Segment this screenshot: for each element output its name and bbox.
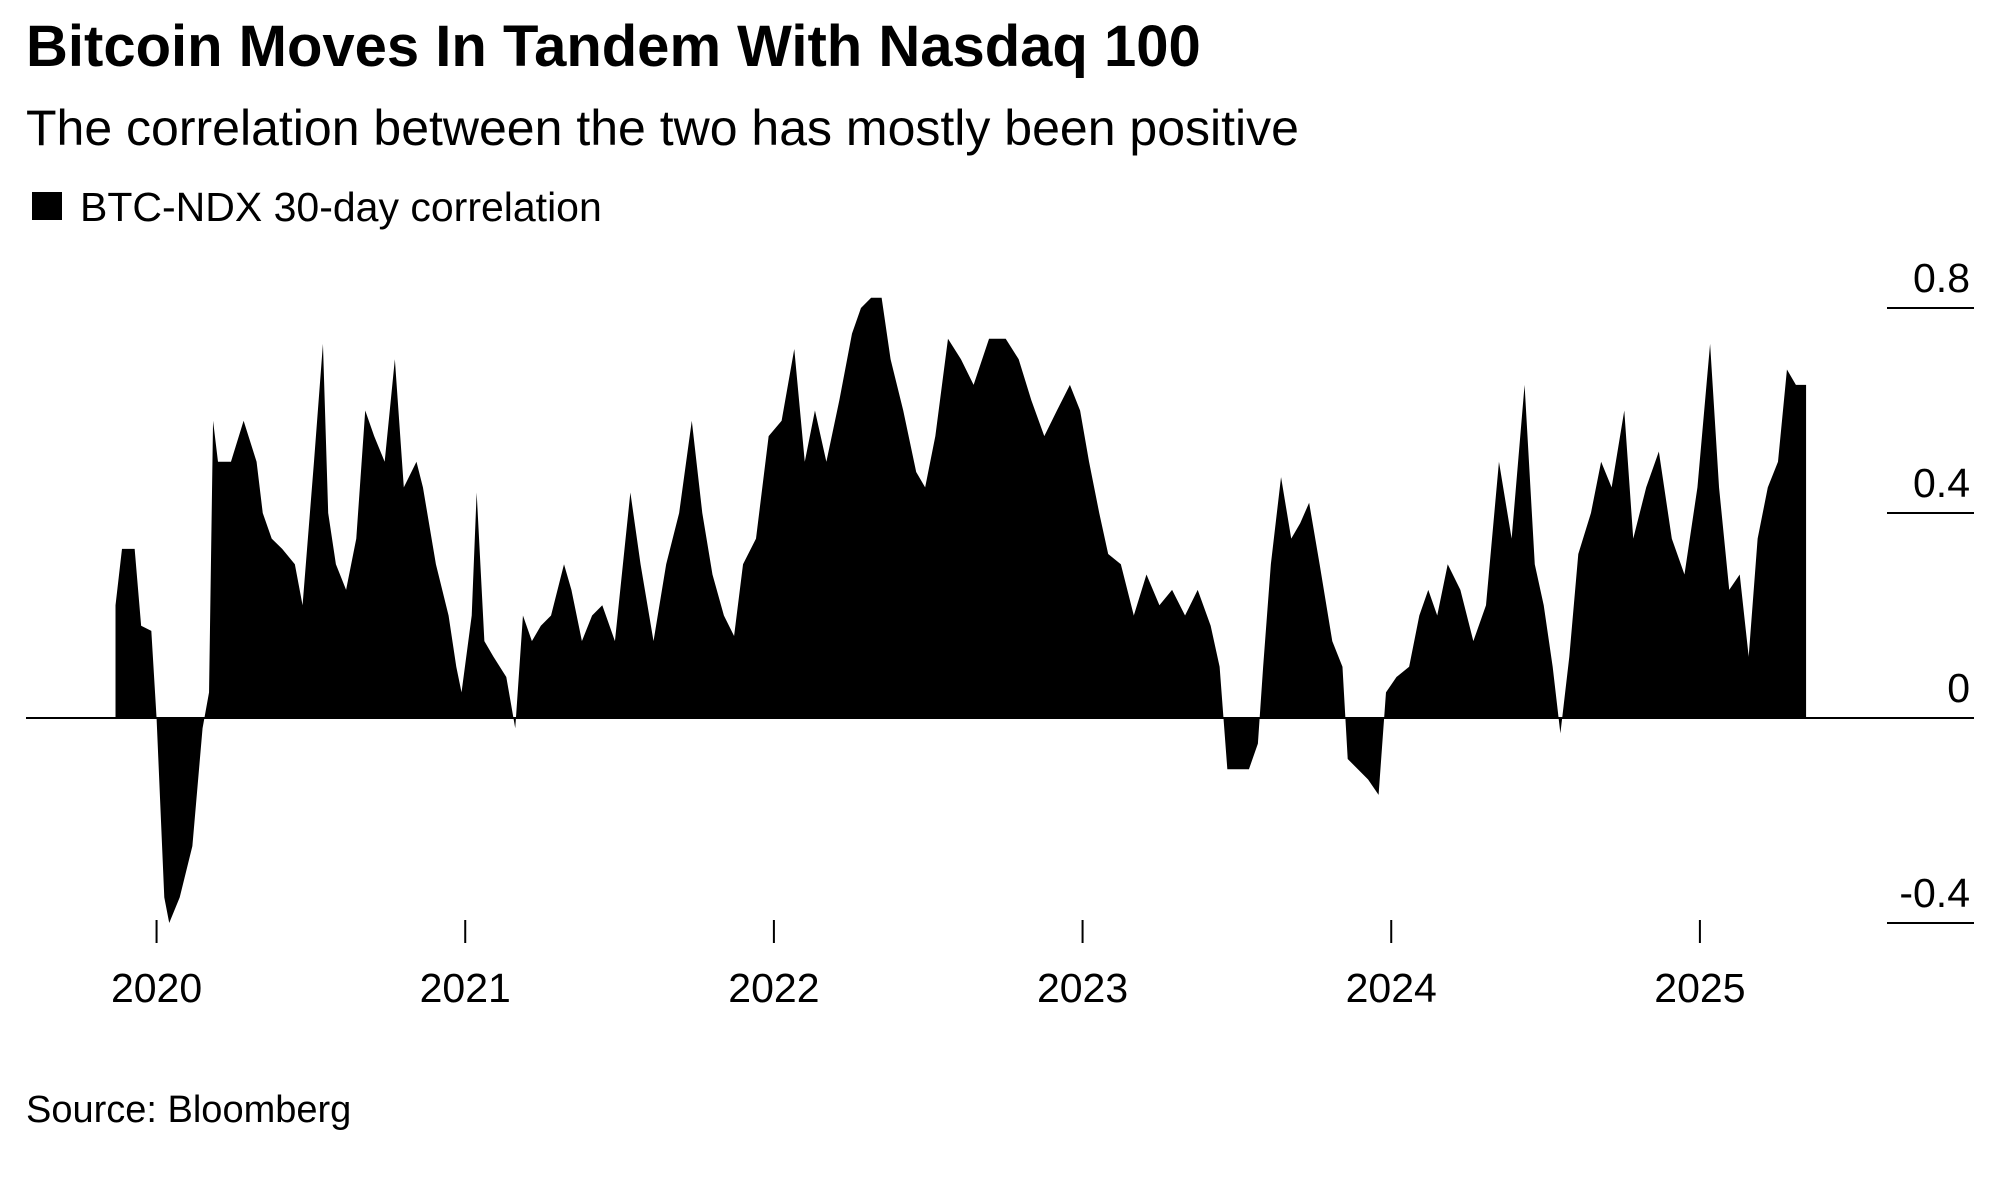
x-tick-label: 2020 bbox=[111, 965, 202, 1011]
x-tick-label: 2022 bbox=[728, 965, 819, 1011]
x-tick-label: 2021 bbox=[420, 965, 511, 1011]
chart-title: Bitcoin Moves In Tandem With Nasdaq 100 bbox=[26, 14, 1201, 79]
legend-swatch bbox=[32, 192, 62, 220]
y-tick-label: -0.4 bbox=[1899, 870, 1970, 916]
y-tick-label: 0.8 bbox=[1913, 255, 1970, 301]
legend-label: BTC-NDX 30-day correlation bbox=[80, 184, 602, 230]
chart-subtitle: The correlation between the two has most… bbox=[26, 100, 1299, 156]
y-tick-label: 0.4 bbox=[1913, 460, 1970, 506]
x-tick-label: 2023 bbox=[1037, 965, 1128, 1011]
area bbox=[115, 297, 1807, 923]
x-tick-label: 2025 bbox=[1654, 965, 1745, 1011]
source: Source: Bloomberg bbox=[26, 1089, 351, 1131]
y-tick-label: 0 bbox=[1947, 665, 1970, 711]
x-tick-label: 2024 bbox=[1346, 965, 1437, 1011]
